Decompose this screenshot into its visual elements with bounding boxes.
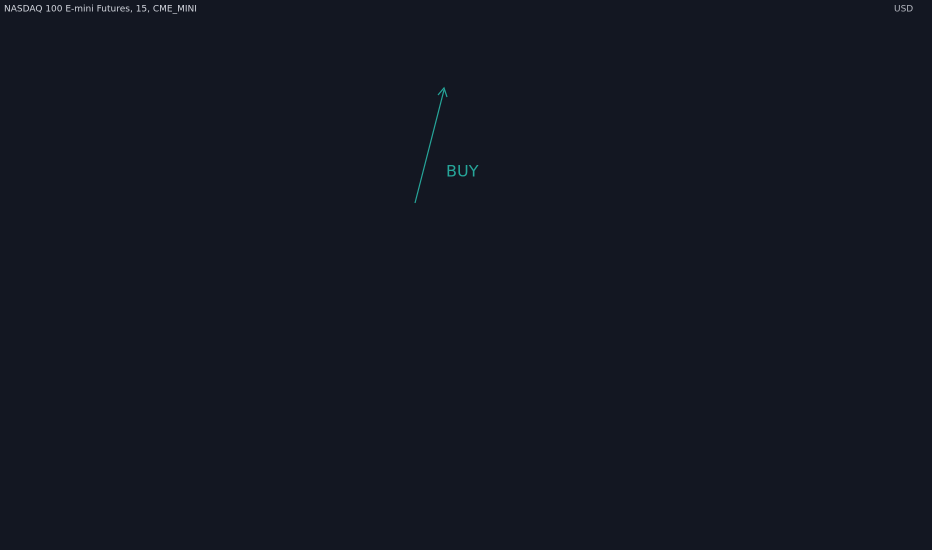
arrow: [414, 89, 445, 204]
currency: USD: [894, 5, 913, 15]
arrow-head: [437, 86, 448, 98]
chart-title: NASDAQ 100 E-mini Futures, 15, CME_MINI: [4, 5, 197, 15]
annotation: BUY: [446, 162, 479, 181]
